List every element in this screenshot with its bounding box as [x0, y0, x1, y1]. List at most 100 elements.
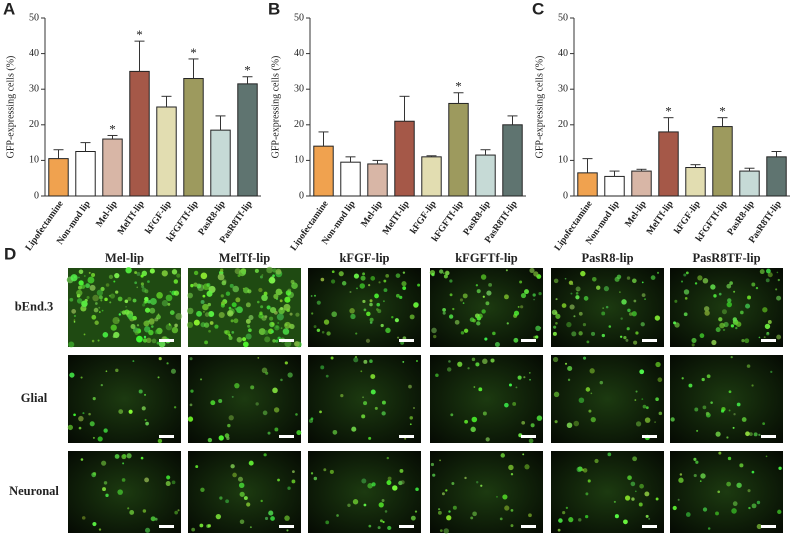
cell: [286, 308, 290, 313]
cell: [245, 333, 252, 340]
significance-star: *: [665, 104, 672, 119]
cell: [193, 282, 198, 287]
micrograph-bg: [430, 355, 543, 443]
cell: [711, 339, 717, 346]
cell: [732, 317, 738, 322]
cell: [321, 331, 325, 334]
cell: [715, 511, 719, 516]
cell: [397, 336, 400, 339]
cell: [202, 283, 210, 291]
cell: [193, 270, 199, 276]
cell: [362, 272, 366, 276]
cell: [733, 413, 736, 416]
cell: [655, 397, 659, 402]
cell: [78, 426, 82, 430]
cell: [751, 503, 757, 509]
cell: [122, 462, 125, 465]
cell: [140, 456, 144, 460]
cell: [259, 275, 263, 279]
cell: [533, 298, 535, 301]
cell: [482, 295, 485, 298]
cell: [409, 314, 415, 320]
cell: [359, 283, 366, 289]
cell: [264, 516, 269, 521]
cell: [320, 365, 325, 370]
cell: [385, 327, 391, 334]
cell: [703, 306, 710, 312]
cell: [113, 331, 120, 339]
cell: [677, 498, 680, 501]
cell: [450, 413, 454, 417]
row-label: Glial: [21, 391, 48, 405]
cell: [639, 483, 644, 489]
bar: [766, 156, 787, 197]
cell: [627, 308, 631, 313]
cell: [228, 415, 234, 421]
cell: [452, 505, 457, 510]
cell: [462, 293, 468, 299]
cell: [608, 325, 612, 328]
cell: [202, 303, 209, 311]
cell: [644, 417, 651, 423]
cell: [170, 368, 176, 374]
cell: [644, 298, 646, 300]
cell: [535, 325, 541, 332]
cell: [626, 327, 630, 331]
cell: [332, 429, 338, 435]
cell: [435, 373, 439, 377]
cell: [679, 473, 683, 476]
cell: [287, 486, 291, 490]
cell: [325, 520, 330, 525]
cell: [710, 284, 716, 290]
cell: [751, 470, 755, 474]
cell: [117, 296, 123, 302]
cell: [218, 435, 224, 441]
cell: [557, 528, 561, 532]
cell: [640, 322, 645, 327]
cell: [82, 412, 85, 415]
cell: [270, 516, 275, 521]
cell: [513, 310, 520, 316]
cell: [127, 297, 132, 302]
cell: [590, 392, 593, 395]
cell: [284, 361, 288, 365]
micrograph-bg: [68, 268, 181, 347]
cell: [231, 331, 235, 334]
cell: [449, 293, 453, 297]
cell: [722, 328, 726, 332]
cell: [259, 311, 263, 315]
cell: [174, 323, 178, 328]
cell: [594, 458, 599, 464]
cell: [555, 313, 561, 319]
cell: [449, 279, 453, 283]
cell: [726, 301, 733, 308]
cell: [566, 321, 572, 328]
cell: [575, 295, 580, 300]
cell: [751, 384, 754, 387]
cell: [220, 303, 225, 308]
scale-bar: [159, 339, 174, 342]
cell: [248, 328, 252, 333]
cell: [740, 310, 744, 315]
column-header: MelTf-lip: [219, 251, 270, 265]
cell: [258, 287, 263, 293]
cell: [741, 338, 745, 343]
cell: [499, 517, 503, 521]
cell: [158, 357, 162, 361]
scale-bar: [761, 525, 776, 528]
cell: [110, 324, 117, 331]
cell: [196, 310, 203, 317]
cell: [552, 356, 559, 363]
cell: [441, 492, 445, 496]
cell: [245, 302, 251, 308]
cell: [625, 338, 629, 342]
cell: [442, 307, 446, 312]
cell: [260, 305, 264, 309]
cell: [102, 487, 106, 492]
cell: [222, 279, 227, 284]
cell: [261, 274, 264, 276]
cell: [150, 516, 156, 522]
x-tick-label: Mel-lip: [95, 199, 120, 229]
cell: [445, 271, 450, 275]
cell: [590, 331, 596, 336]
